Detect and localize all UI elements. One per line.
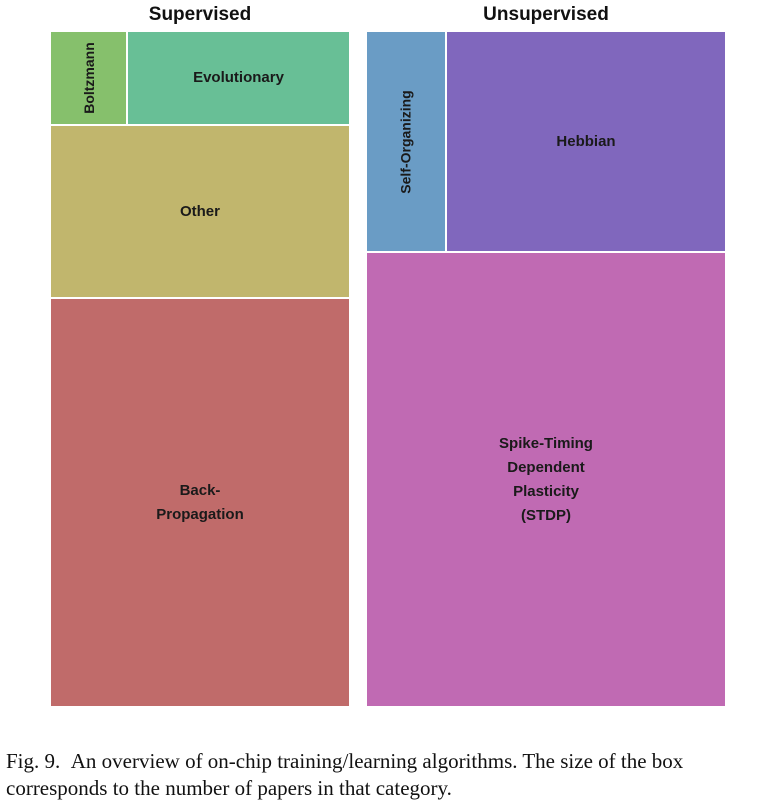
supervised-title: Supervised	[148, 4, 252, 25]
cell-label-back-propagation: Back- Propagation	[156, 481, 244, 523]
cell-hebbian: Hebbian	[446, 31, 726, 252]
cell-boltzmann: Boltzmann	[50, 31, 127, 125]
cell-other: Other	[50, 125, 350, 298]
cell-label-self-organizing: Self-Organizing	[398, 89, 415, 194]
cell-label-other: Other	[179, 202, 220, 220]
cell-self-organizing: Self-Organizing	[366, 31, 446, 252]
cell-stdp: Spike-Timing Dependent Plasticity (STDP)	[366, 252, 726, 707]
cell-label-boltzmann: Boltzmann	[80, 42, 97, 114]
cell-label-hebbian: Hebbian	[556, 132, 616, 150]
cell-label-evolutionary: Evolutionary	[193, 69, 284, 86]
cell-evolutionary: Evolutionary	[127, 31, 350, 125]
unsupervised-title: Unsupervised	[483, 4, 609, 25]
figure-caption: Fig. 9. An overview of on-chip training/…	[6, 749, 684, 800]
cell-label-stdp: Spike-Timing Dependent Plasticity (STDP)	[499, 434, 593, 524]
cell-back-propagation: Back- Propagation	[50, 298, 350, 707]
